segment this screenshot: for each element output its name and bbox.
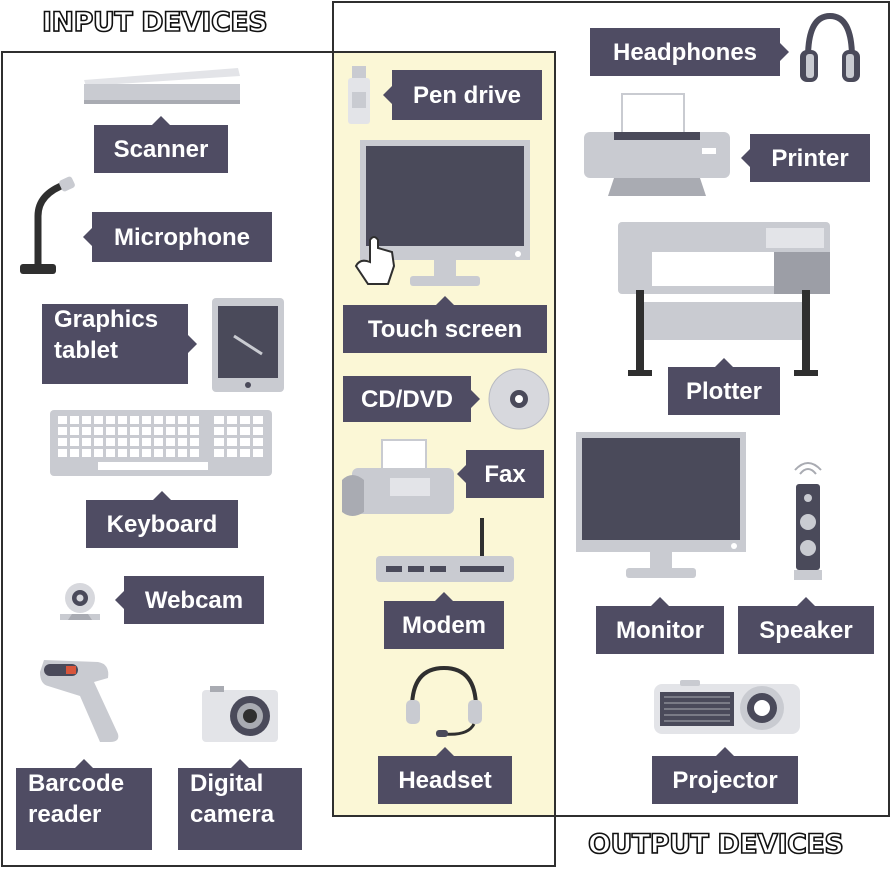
cd-dvd-label: CD/DVD: [343, 376, 480, 422]
webcam-icon: [60, 583, 100, 620]
plotter-icon: [618, 222, 830, 376]
barcode-reader-label-line1: Barcode: [28, 770, 125, 797]
speaker-icon: [794, 462, 822, 580]
input-devices-heading: INPUT DEVICES: [41, 6, 268, 39]
barcode-reader-icon: [40, 660, 119, 742]
digital-camera-label: Digital camera: [178, 759, 302, 850]
printer-icon: [584, 93, 730, 196]
headphones-label: Headphones: [590, 28, 789, 76]
cd-dvd-icon: [488, 368, 550, 430]
pen-drive-label: Pen drive: [383, 70, 542, 120]
graphics-tablet-label-line2: tablet: [54, 337, 119, 364]
speaker-label: Speaker: [738, 597, 874, 654]
graphics-tablet-icon: [212, 298, 284, 392]
headset-label: Headset: [378, 747, 512, 804]
keyboard-label: Keyboard: [86, 491, 238, 548]
monitor-label: Monitor: [596, 597, 724, 654]
fax-icon: [342, 439, 454, 516]
graphics-tablet-label-line1: Graphics: [54, 306, 159, 333]
digital-camera-icon: [202, 686, 278, 742]
headphones-icon: [800, 12, 860, 82]
headset-icon: [406, 665, 482, 737]
microphone-icon: [20, 176, 75, 274]
touch-screen-label: Touch screen: [343, 296, 547, 353]
fax-label: Fax: [457, 450, 544, 498]
barcode-reader-label: Barcode reader: [16, 759, 152, 850]
scanner-icon: [84, 68, 240, 104]
digital-camera-label-line1: Digital: [190, 770, 264, 797]
modem-label: Modem: [384, 592, 504, 649]
digital-camera-label-line2: camera: [190, 801, 275, 828]
printer-label: Printer: [741, 134, 870, 182]
graphics-tablet-label: Graphics tablet: [42, 304, 197, 384]
plotter-label: Plotter: [668, 358, 780, 415]
projector-icon: [654, 680, 800, 734]
scanner-label: Scanner: [94, 116, 228, 173]
pen-drive-icon: [348, 66, 370, 124]
projector-label: Projector: [652, 747, 798, 804]
barcode-reader-label-line2: reader: [28, 801, 102, 828]
output-devices-heading: OUTPUT DEVICES: [587, 828, 844, 861]
keyboard-icon: [50, 410, 272, 476]
touch-screen-icon: [354, 140, 530, 286]
monitor-icon: [576, 432, 746, 578]
webcam-label: Webcam: [115, 576, 264, 624]
modem-icon: [376, 518, 514, 582]
microphone-label: Microphone: [83, 212, 272, 262]
